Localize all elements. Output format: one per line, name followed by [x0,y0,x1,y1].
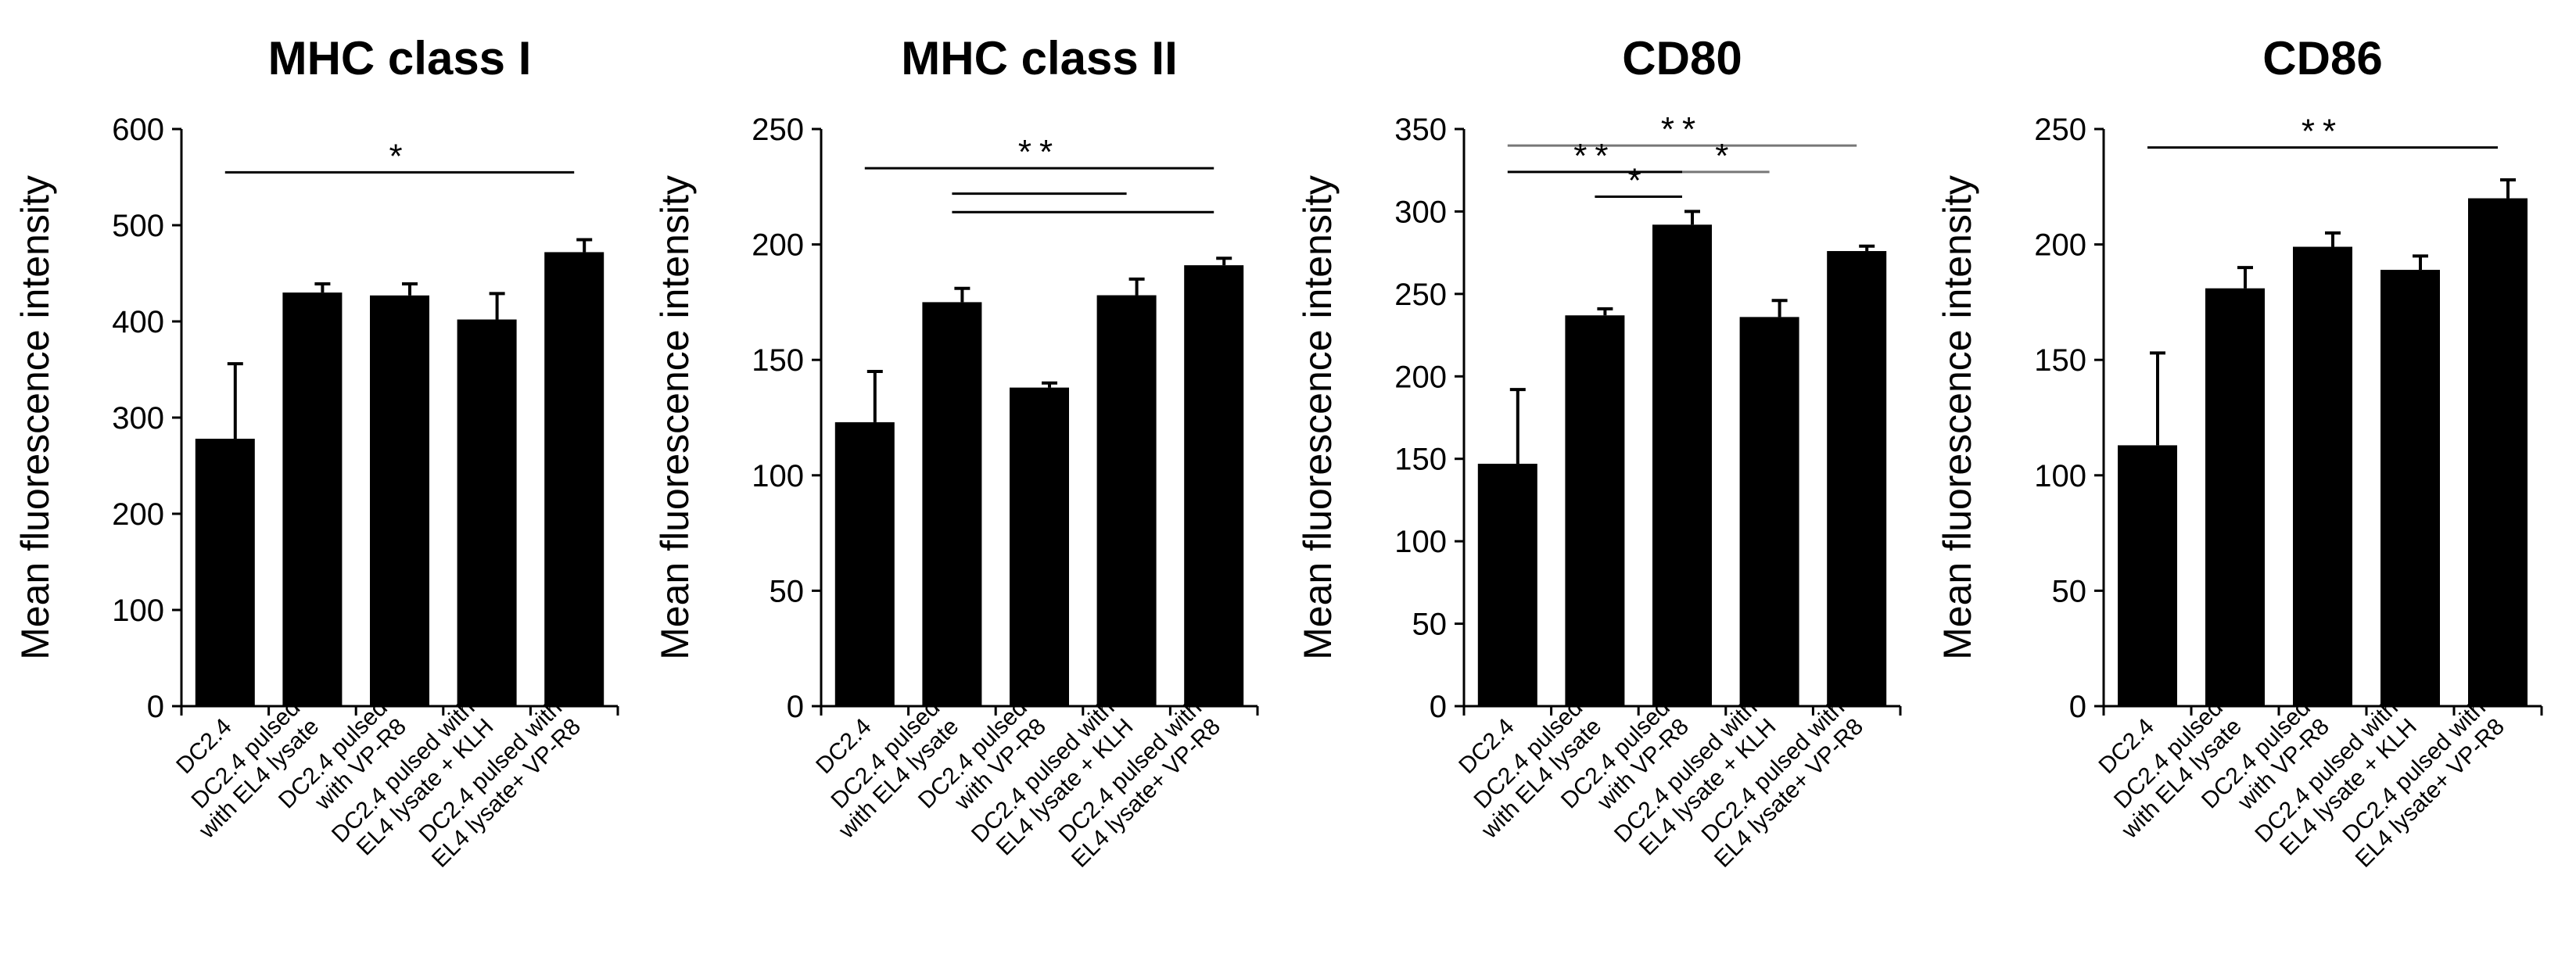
chart-title: CD80 [1622,32,1742,84]
y-tick-label: 150 [1394,443,1447,477]
bar [1010,387,1069,706]
bar [2118,445,2177,706]
y-tick-label: 250 [1394,278,1447,312]
bar [457,319,517,706]
chart-title: MHC class II [901,32,1177,84]
y-axis-label: Mean fluorescence intensity [13,175,57,660]
y-axis-label: Mean fluorescence intensity [653,175,697,660]
bar [1652,224,1712,707]
chart-panel-4: CD86 Mean fluorescence intensity 0 50 100 150… [1936,32,2543,873]
y-tick-label: 350 [1394,113,1447,147]
y-tick-label: 200 [112,497,164,532]
y-tick-label: 0 [2069,690,2086,724]
significance-label: ** [2302,113,2344,151]
bar [282,292,343,707]
bar [1096,295,1157,706]
y-tick-label: 100 [112,594,164,628]
bar [922,302,982,706]
y-tick-label: 500 [112,209,164,243]
y-axis-label: Mean fluorescence intensity [1936,175,1979,660]
y-tick-label: 50 [770,574,805,608]
chart-panel-1: MHC class I Mean fluorescence intensity 0 1… [13,32,619,873]
bar [834,422,895,706]
bar [195,439,255,706]
y-tick-label: 200 [752,228,804,263]
y-tick-label: 150 [2034,343,2086,378]
y-tick-label: 0 [787,690,804,724]
y-tick-label: 300 [1394,195,1447,229]
bar [2205,288,2265,706]
bar [1184,265,1244,707]
significance-label: * [389,137,410,175]
y-tick-label: 0 [147,690,164,724]
y-tick-label: 0 [1430,690,1447,724]
significance-label: ** [1018,133,1060,171]
y-tick-label: 150 [752,343,804,378]
significance-label: * [1628,161,1649,199]
significance-label: ** [1661,110,1703,149]
significance-label: ** [1573,137,1616,175]
y-tick-label: 100 [1394,525,1447,559]
bar [1477,464,1537,706]
y-tick-label: 100 [752,459,804,493]
bar [1827,251,1887,706]
y-tick-label: 50 [2052,574,2087,608]
bar [1739,317,1799,706]
bar [544,252,605,706]
y-tick-label: 200 [1394,360,1447,394]
significance-label: * [1715,137,1736,175]
y-tick-label: 250 [2034,113,2086,147]
y-tick-label: 400 [112,305,164,339]
bar [2293,246,2352,706]
bar [2468,198,2528,706]
bar [370,295,429,706]
y-tick-label: 300 [112,401,164,436]
chart-panel-2: MHC class II Mean fluorescence intensity 0… [653,32,1259,873]
y-tick-label: 200 [2034,228,2086,263]
bar [2380,270,2440,706]
bar [1565,315,1625,706]
y-tick-label: 600 [112,113,164,147]
y-axis-label: Mean fluorescence intensity [1296,175,1340,660]
y-tick-label: 250 [752,113,804,147]
y-tick-label: 100 [2034,459,2086,493]
y-tick-label: 50 [1412,608,1448,642]
chart-panel-3: CD80 Mean fluorescence intensity 0 50 100 150… [1296,32,1902,873]
chart-title: MHC class I [268,32,532,84]
chart-title: CD86 [2262,32,2382,84]
